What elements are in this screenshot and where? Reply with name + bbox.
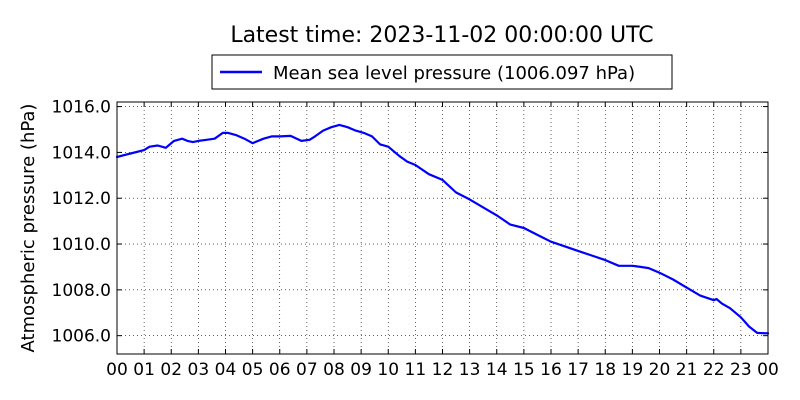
- x-tick-label: 11: [405, 360, 427, 380]
- x-tick-label: 02: [160, 360, 182, 380]
- x-tick-label: 07: [296, 360, 318, 380]
- x-tick-label: 14: [486, 360, 508, 380]
- y-axis-label: Atmospheric pressure (hPa): [18, 104, 39, 353]
- legend-box: [211, 54, 673, 90]
- x-tick-label: 00: [757, 360, 779, 380]
- x-tick-label: 09: [350, 360, 372, 380]
- chart-legend: Mean sea level pressure (1006.097 hPa): [211, 54, 673, 90]
- x-tick-label: 03: [188, 360, 210, 380]
- x-tick-label: 17: [567, 360, 589, 380]
- series-layer: [115, 123, 770, 335]
- y-tick-label: 1010.0: [52, 235, 111, 255]
- series-line-mean-sea-level-pressure: [115, 123, 770, 335]
- x-tick-label: 01: [133, 360, 155, 380]
- x-tick-label: 05: [242, 360, 264, 380]
- y-tick-label: 1006.0: [52, 327, 111, 347]
- x-tick-label: 12: [432, 360, 454, 380]
- x-tick-label: 16: [540, 360, 562, 380]
- tick-labels: 00 01 02 03 04 05 06 07 08 09 10 11 12 13 14 15 16 17 18 19…: [52, 98, 779, 380]
- legend-label: Mean sea level pressure (1006.097 hPa): [273, 63, 635, 84]
- x-tick-label: 08: [323, 360, 345, 380]
- x-tick-label: 10: [377, 360, 399, 380]
- plot-frame: [116, 101, 769, 355]
- y-tick-label: 1014.0: [52, 143, 111, 163]
- x-tick-label: 22: [703, 360, 725, 380]
- chart-title: Latest time: 2023-11-02 00:00:00 UTC: [230, 23, 653, 48]
- y-tick-label: 1012.0: [52, 189, 111, 209]
- x-tick-label: 04: [215, 360, 237, 380]
- x-tick-label: 13: [459, 360, 481, 380]
- x-tick-label: 20: [649, 360, 671, 380]
- axis-ticks: [116, 102, 769, 354]
- x-tick-label: 19: [622, 360, 644, 380]
- x-tick-label: 23: [730, 360, 752, 380]
- x-tick-label: 06: [269, 360, 291, 380]
- x-tick-label: 15: [513, 360, 535, 380]
- y-tick-label: 1016.0: [52, 98, 111, 118]
- y-tick-label: 1008.0: [52, 281, 111, 301]
- x-tick-label: 21: [676, 360, 698, 380]
- x-tick-label: 00: [106, 360, 128, 380]
- x-tick-label: 18: [594, 360, 616, 380]
